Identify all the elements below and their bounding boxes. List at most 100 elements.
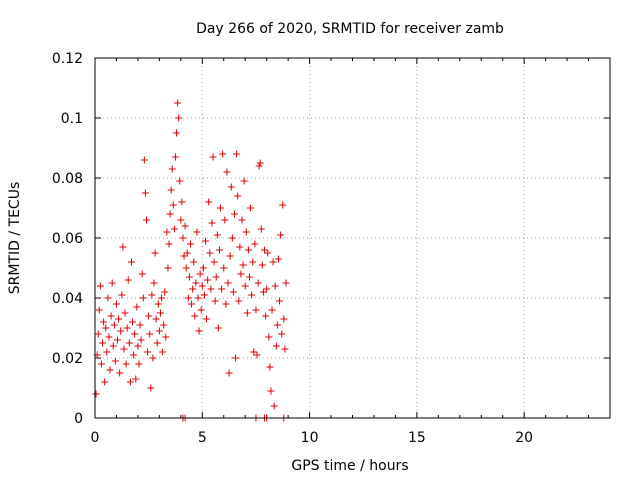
plot-frame [94,57,611,419]
data-point [206,249,214,257]
y-axis-label: SRMTID / TECUs [7,182,23,295]
data-point [165,240,173,248]
data-point [183,249,191,257]
y-tick-label: 0.02 [52,351,83,367]
data-point [191,312,199,320]
data-point [100,318,108,326]
data-point [177,216,185,224]
data-point [143,216,150,224]
ticks [94,57,610,419]
data-point [235,297,243,305]
data-point [139,294,147,302]
data-point [148,291,156,299]
data-point [136,321,144,329]
x-tick-label: 0 [91,430,100,446]
data-point [269,258,277,266]
data-point [135,360,143,368]
data-point [155,327,163,335]
data-point [125,339,133,347]
data-point [97,360,105,368]
data-point [258,261,266,269]
data-point [173,129,181,137]
data-point [266,363,274,371]
grid [95,58,610,418]
data-point [246,273,253,281]
y-tick-label: 0.04 [52,291,83,307]
data-point [205,198,213,206]
data-point [226,252,234,260]
data-point [265,333,273,341]
data-point [234,192,242,200]
x-tick-label: 20 [515,430,533,446]
x-tick-label: 15 [408,430,426,446]
data-point [230,210,238,218]
data-point [236,243,244,251]
data-point [267,387,275,395]
data-point [121,309,129,317]
data-point [154,300,162,308]
data-point [164,264,172,272]
data-point [169,201,177,209]
data-point [105,333,113,341]
data-point [195,327,203,335]
data-point [221,216,229,224]
data-point [116,369,124,377]
data-point [130,351,138,359]
data-point [94,330,102,338]
data-point [132,375,140,383]
data-point [110,321,118,329]
data-point [99,339,107,347]
data-point [120,345,128,353]
data-point [222,300,230,308]
data-point [181,222,189,230]
data-point [280,315,288,323]
y-tick-label: 0.12 [52,51,83,67]
data-point [268,306,276,314]
data-point [158,294,166,302]
data-point [276,297,284,305]
data-point [212,273,220,281]
data-point [145,312,153,320]
data-point [163,228,171,236]
data-point [204,276,212,284]
data-point [217,204,225,212]
data-point [176,177,184,185]
data-point [278,330,286,338]
data-point [224,279,232,287]
data-point [122,360,130,368]
data-point [249,258,257,266]
data-point [202,237,210,245]
data-point [252,306,260,314]
data-point [261,246,269,254]
chart-title: Day 266 of 2020, SRMTID for receiver zam… [196,21,504,37]
data-point [123,324,131,332]
data-point [225,369,233,377]
data-point [185,273,193,281]
data-point [253,351,261,359]
data-point [197,306,205,314]
data-point [250,348,258,356]
data-point [259,288,267,296]
data-point [149,354,157,362]
data-point [227,183,235,191]
data-point [215,246,223,254]
y-tick-label: 0.1 [61,111,83,127]
data-point [262,312,270,320]
data-point [161,288,169,296]
data-point [194,294,202,302]
data-point [271,282,279,290]
y-tick-label: 0 [74,411,83,427]
tick-labels: 0 5 10 15 20 0 0.02 0.04 0.06 0.08 0.1 0.12 [52,51,533,446]
data-point [92,390,100,398]
data-point [248,291,256,299]
data-points [92,99,290,422]
data-point [244,246,252,254]
data-point [211,297,219,305]
data-point [112,300,120,308]
data-point [178,198,186,206]
data-point [108,279,116,287]
data-point [146,330,154,338]
data-point [239,261,247,269]
data-point [166,210,174,218]
